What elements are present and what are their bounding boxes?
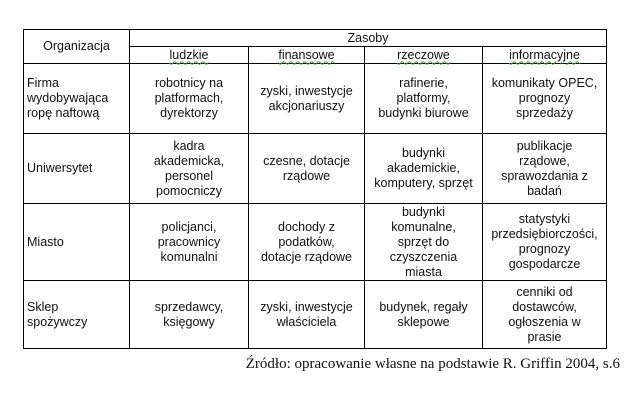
- table-cell: budynki komunalne, sprzęt do czyszczenia…: [364, 203, 483, 281]
- table-cell: policjanci, pracownicy komunalni: [129, 203, 249, 281]
- table-cell: rafinerie, platformy, budynki biurowe: [364, 63, 483, 134]
- table-cell: robotnicy na platformach, dyrektorzy: [129, 63, 249, 134]
- header-ludzkie: ludzkie: [169, 47, 209, 62]
- table-cell: sprzedawcy, księgowy: [129, 280, 249, 349]
- header-organizacja: Organizacja: [23, 29, 130, 64]
- source-caption: Źródło: opracowanie własne na podstawie …: [245, 356, 620, 372]
- row-label: Uniwersytet: [23, 133, 130, 204]
- row-label: Miasto: [23, 203, 130, 281]
- table-cell: czesne, dotacje rządowe: [248, 133, 365, 204]
- header-rzeczowe: rzeczowe: [397, 47, 450, 62]
- table-cell: budynek, regały sklepowe: [364, 280, 483, 349]
- table-cell: budynki akademickie, komputery, sprzęt: [364, 133, 483, 204]
- row-label: Firma wydobywająca ropę naftową: [23, 63, 130, 134]
- table-cell: zyski, inwestycje właściciela: [248, 280, 365, 349]
- table-row: Sklep spożywczy sprzedawcy, księgowy zys…: [23, 280, 607, 349]
- table-cell: komunikaty OPEC, prognozy sprzedaży: [482, 63, 607, 134]
- header-finansowe: finansowe: [278, 47, 335, 62]
- table-row: Uniwersytet kadra akademicka, personel p…: [23, 133, 607, 204]
- resources-table: Organizacja Zasoby ludzkie finansowe rze…: [23, 29, 607, 349]
- header-informacyjne: informacyjne: [509, 47, 580, 62]
- table-cell: cenniki od dostawców, ogłoszenia w prasi…: [482, 280, 607, 349]
- table-cell: dochody z podatków, dotacje rządowe: [248, 203, 365, 281]
- table-row: Firma wydobywająca ropę naftową robotnic…: [23, 63, 607, 134]
- table-cell: kadra akademicka, personel pomocniczy: [129, 133, 249, 204]
- row-label: Sklep spożywczy: [23, 280, 130, 349]
- table-cell: publikacje rządowe, sprawozdania z badań: [482, 133, 607, 204]
- table-cell: statystyki przedsiębiorczości, prognozy …: [482, 203, 607, 281]
- header-zasoby: Zasoby: [129, 29, 607, 47]
- table-row: Miasto policjanci, pracownicy komunalni …: [23, 203, 607, 281]
- table-cell: zyski, inwestycje akcjonariuszy: [248, 63, 365, 134]
